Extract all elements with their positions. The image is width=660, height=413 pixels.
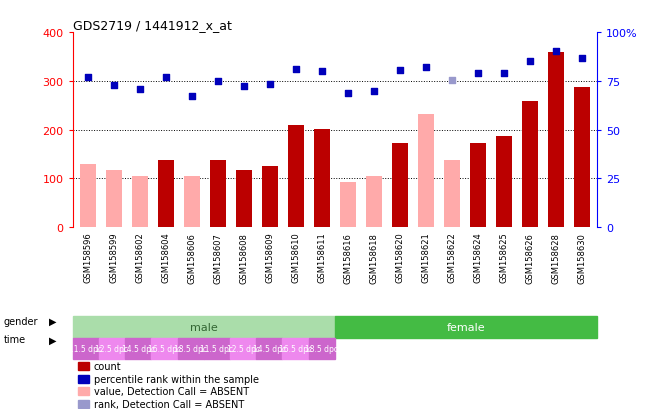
Bar <box>548 52 564 228</box>
Bar <box>335 317 597 338</box>
Text: percentile rank within the sample: percentile rank within the sample <box>94 374 259 384</box>
Text: ▶: ▶ <box>49 316 56 326</box>
Bar <box>236 170 252 228</box>
Text: GSM158624: GSM158624 <box>473 232 482 283</box>
Text: rank, Detection Call = ABSENT: rank, Detection Call = ABSENT <box>94 399 244 409</box>
Bar <box>230 338 256 359</box>
Text: 12.5 dpc: 12.5 dpc <box>96 344 129 353</box>
Text: GSM158608: GSM158608 <box>240 232 249 283</box>
Text: female: female <box>447 322 486 332</box>
Bar <box>178 338 204 359</box>
Bar <box>204 338 230 359</box>
Point <box>161 74 172 81</box>
Bar <box>256 338 282 359</box>
Bar <box>81 164 96 228</box>
Text: GSM158599: GSM158599 <box>110 232 119 282</box>
Bar <box>574 88 589 228</box>
Bar <box>158 161 174 228</box>
Bar <box>106 170 122 228</box>
Point <box>265 82 275 88</box>
Text: 16.5 dpc: 16.5 dpc <box>148 344 181 353</box>
Text: 18.5 dpc: 18.5 dpc <box>174 344 207 353</box>
Point <box>239 83 249 90</box>
Bar <box>444 161 459 228</box>
Text: 11.5 dpc: 11.5 dpc <box>69 344 102 353</box>
Text: GSM158611: GSM158611 <box>317 232 327 283</box>
Text: male: male <box>190 322 218 332</box>
Point <box>525 59 535 66</box>
Text: GSM158620: GSM158620 <box>395 232 405 283</box>
Text: GSM158607: GSM158607 <box>214 232 222 283</box>
Point <box>135 86 145 93</box>
Bar <box>314 129 330 228</box>
Text: 16.5 dpc: 16.5 dpc <box>279 344 312 353</box>
Text: 12.5 dpc: 12.5 dpc <box>226 344 259 353</box>
Point <box>187 94 197 100</box>
Bar <box>392 144 408 228</box>
Bar <box>470 144 486 228</box>
Text: GSM158621: GSM158621 <box>421 232 430 283</box>
Text: GSM158609: GSM158609 <box>265 232 275 283</box>
Text: count: count <box>94 361 121 371</box>
Bar <box>340 183 356 228</box>
Bar <box>78 375 89 383</box>
Point <box>395 68 405 74</box>
Text: time: time <box>3 335 26 344</box>
Point <box>317 69 327 75</box>
Point <box>83 74 94 81</box>
Bar <box>73 338 99 359</box>
Text: value, Detection Call = ABSENT: value, Detection Call = ABSENT <box>94 387 249 396</box>
Bar <box>288 126 304 228</box>
Bar <box>125 338 151 359</box>
Bar <box>262 167 278 228</box>
Bar <box>184 176 200 228</box>
Text: GSM158630: GSM158630 <box>578 232 586 283</box>
Point <box>213 78 223 85</box>
Text: GSM158622: GSM158622 <box>447 232 456 283</box>
Point <box>343 90 353 97</box>
Text: GSM158596: GSM158596 <box>84 232 92 283</box>
Point <box>576 56 587 63</box>
Bar <box>151 338 178 359</box>
Bar <box>522 102 537 228</box>
Point <box>290 66 301 73</box>
Text: GSM158626: GSM158626 <box>525 232 534 283</box>
Bar <box>282 338 309 359</box>
Bar <box>99 338 125 359</box>
Text: GSM158610: GSM158610 <box>292 232 300 283</box>
Text: 11.5 dpc: 11.5 dpc <box>201 344 234 353</box>
Bar <box>78 400 89 408</box>
Bar <box>418 114 434 228</box>
Text: GSM158618: GSM158618 <box>370 232 378 283</box>
Text: GSM158625: GSM158625 <box>499 232 508 283</box>
Point <box>550 48 561 55</box>
Text: GSM158604: GSM158604 <box>162 232 171 283</box>
Point <box>473 71 483 77</box>
Text: GSM158602: GSM158602 <box>136 232 145 283</box>
Bar <box>73 317 335 338</box>
Point <box>109 82 119 89</box>
Point <box>498 71 509 77</box>
Bar <box>133 176 148 228</box>
Bar <box>309 338 335 359</box>
Bar <box>366 176 381 228</box>
Point <box>369 88 380 95</box>
Bar <box>496 136 512 228</box>
Point <box>447 77 457 84</box>
Text: ▶: ▶ <box>49 335 56 344</box>
Bar <box>78 387 89 395</box>
Text: 18.5 dpc: 18.5 dpc <box>306 344 339 353</box>
Point <box>420 65 431 71</box>
Bar <box>78 362 89 370</box>
Text: GDS2719 / 1441912_x_at: GDS2719 / 1441912_x_at <box>73 19 232 32</box>
Text: GSM158606: GSM158606 <box>187 232 197 283</box>
Text: 14.5 dpc: 14.5 dpc <box>253 344 286 353</box>
Text: 14.5 dpc: 14.5 dpc <box>121 344 154 353</box>
Text: GSM158616: GSM158616 <box>343 232 352 283</box>
Text: gender: gender <box>3 316 38 326</box>
Bar <box>211 161 226 228</box>
Text: GSM158628: GSM158628 <box>551 232 560 283</box>
